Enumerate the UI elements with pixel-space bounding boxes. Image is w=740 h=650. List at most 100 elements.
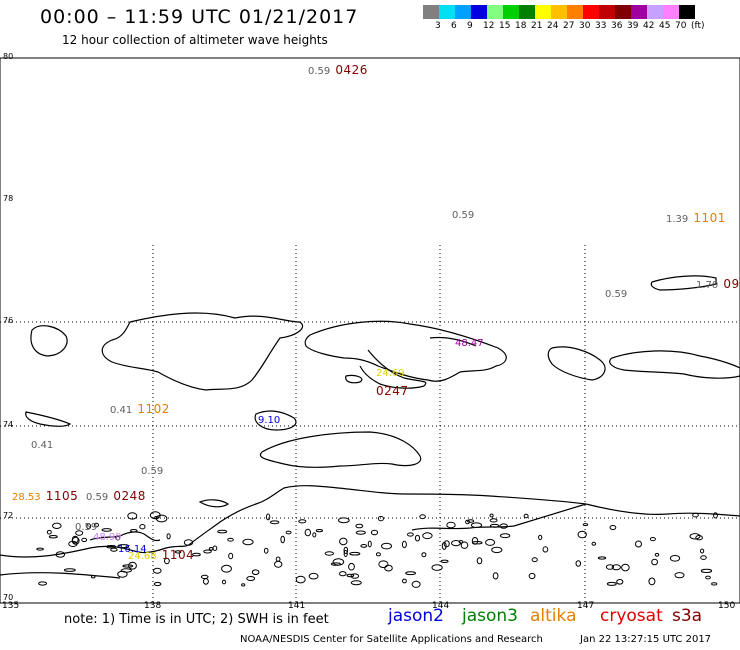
observation-swh: 0.59: [75, 522, 98, 533]
observation: 24.69 0247: [376, 361, 409, 399]
legend-s3a: s3a: [672, 606, 703, 626]
lat-label-74: 74: [3, 420, 14, 429]
observation: 0.59: [141, 459, 163, 478]
lat-label-80: 80: [3, 52, 14, 61]
lake-outline: [651, 558, 658, 566]
lake-outline: [465, 519, 470, 525]
observation-swh: 48.47: [455, 338, 484, 349]
lake-outline: [117, 570, 128, 578]
island-west-small: [30, 325, 68, 357]
lake-outline: [355, 523, 364, 529]
lake-outline: [692, 512, 699, 518]
lake-outline: [38, 581, 48, 586]
lake-outline: [492, 572, 499, 580]
color-swatch: [631, 5, 647, 19]
color-scale-label: 9: [467, 21, 473, 31]
lake-outline: [274, 560, 283, 568]
lake-outline: [228, 552, 234, 560]
lake-outline: [440, 559, 449, 563]
observation-time: 1105: [45, 489, 79, 503]
observation-swh: 1.39: [666, 214, 689, 225]
lake-outline: [93, 522, 100, 528]
color-swatch: [423, 5, 439, 19]
lake-outline: [597, 556, 607, 560]
legend-cryosat: cryosat: [600, 606, 663, 626]
observation: 9.10: [258, 408, 280, 427]
lake-outline: [295, 575, 306, 584]
mainland-coast: [0, 485, 587, 558]
coastlines: [0, 275, 740, 579]
color-scale-labels: 3 6 9 12 15 18 21 24 27 30 33 36 39 42 45 70 (ft): [423, 19, 740, 31]
lake-outline: [346, 573, 355, 578]
color-scale-label: 15: [499, 21, 511, 31]
lake-outline: [654, 552, 660, 557]
observation-swh: 1.70: [696, 280, 719, 291]
lake-outline: [280, 535, 286, 544]
observation: 1.70 09: [696, 273, 740, 292]
island-small-cape: [345, 374, 363, 384]
lake-outline: [407, 532, 414, 537]
lake-outline: [419, 514, 426, 520]
lake-outline: [52, 522, 62, 529]
lake-outline: [405, 571, 417, 576]
observation-swh: 9.10: [258, 415, 281, 426]
lake-outline: [241, 583, 246, 587]
lon-label-147: 147: [577, 601, 595, 611]
lake-outline: [711, 582, 718, 586]
color-scale-label: (ft): [691, 21, 705, 31]
observation-swh: 16.14: [118, 544, 147, 555]
observation-swh: 24.69: [376, 368, 405, 379]
lake-outline: [350, 580, 362, 586]
observation-time: 0247: [376, 384, 409, 398]
lake-outline: [370, 529, 379, 536]
lake-outline: [422, 532, 433, 540]
lake-outline: [705, 575, 711, 580]
lake-outline: [174, 550, 182, 554]
lake-outline: [635, 540, 642, 548]
observation: 0.59 0426: [308, 59, 368, 78]
lake-outline: [251, 569, 260, 576]
island-bolshoy-lyakhovsky: [259, 431, 422, 468]
lake-outline: [531, 557, 538, 563]
lake-outline: [222, 579, 226, 585]
mainland-south-coast: [0, 572, 121, 579]
lake-outline: [265, 513, 271, 521]
lon-label-144: 144: [432, 601, 450, 611]
observation-time: 1104: [161, 548, 195, 562]
island-stolbovoy: [254, 410, 297, 431]
observation: 1.39 1101: [666, 207, 726, 226]
color-scale-swatches: [423, 5, 740, 19]
observation-swh: 0.59: [141, 466, 164, 477]
color-scale-label: 45: [659, 21, 671, 31]
lake-outline: [139, 524, 146, 530]
lake-outline: [542, 546, 549, 553]
lake-outline: [460, 541, 469, 549]
color-swatch: [487, 5, 503, 19]
lat-label-72: 72: [3, 511, 14, 520]
lake-outline: [203, 549, 212, 554]
color-scale-label: 33: [595, 21, 607, 31]
color-scale-label: 3: [435, 21, 441, 31]
lake-outline: [149, 511, 161, 520]
lake-outline: [528, 572, 536, 580]
lake-outline: [489, 513, 494, 518]
color-scale-label: 39: [627, 21, 639, 31]
lake-outline: [183, 539, 194, 546]
lake-outline: [402, 578, 407, 584]
observation-swh: 0.59: [308, 66, 331, 77]
lake-outline: [153, 567, 162, 574]
lake-outline: [315, 529, 323, 533]
lake-outline: [621, 563, 630, 572]
lake-outline: [227, 537, 234, 542]
observation: 48.47: [455, 331, 484, 350]
lake-outline: [110, 547, 118, 552]
lon-label-150: 150: [718, 601, 736, 611]
lake-outline: [330, 562, 341, 566]
lake-outline: [485, 538, 496, 546]
lake-outline: [349, 551, 361, 556]
color-swatch: [583, 5, 599, 19]
observation-swh: 0.59: [452, 210, 475, 221]
lake-outline: [212, 545, 218, 551]
observation: 24.68 1104: [128, 544, 194, 563]
